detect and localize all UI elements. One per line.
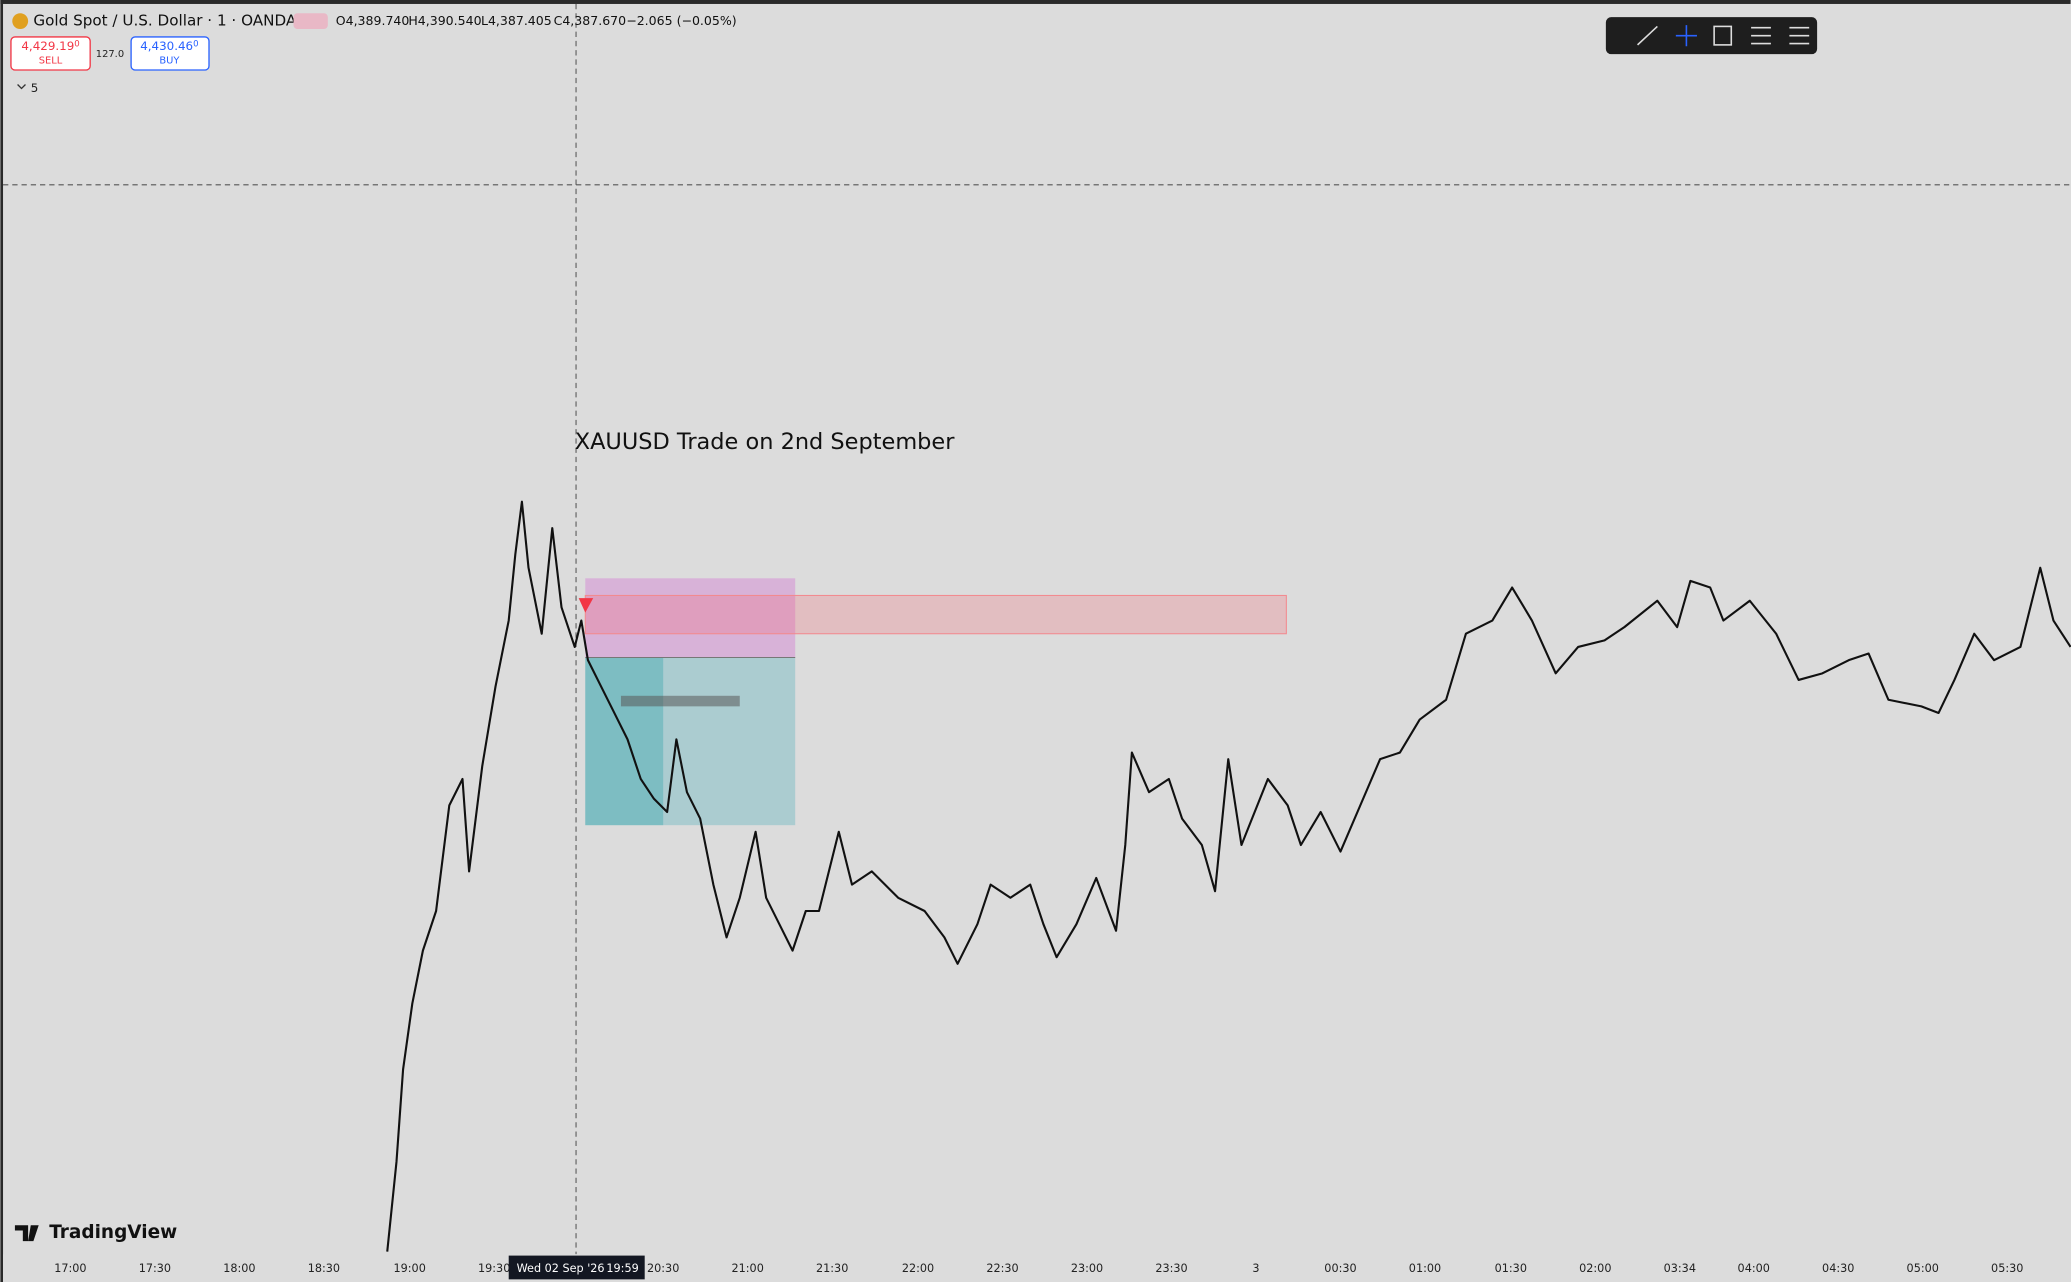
sell-label: SELL [39,56,63,67]
time-label: 01:30 [1495,1262,1527,1275]
time-label: 20:30 [647,1262,679,1275]
indicator-count[interactable]: 5 [31,81,39,95]
crosshair-tool[interactable] [1675,25,1697,47]
high: H4,390.540 [408,13,481,28]
time-label: 21:00 [732,1262,764,1275]
toolbar-icons [1637,25,1810,47]
ohlc: O4,389.740 H4,390.540 L4,387.405 C4,387.… [336,13,737,28]
time-label: 04:30 [1822,1262,1854,1275]
sell-price: 4,429.190 [21,39,79,53]
sell-marker [578,598,594,613]
time-axis [3,1254,2071,1282]
buy-price: 4,430.460 [140,39,198,53]
drawing-toolbar [1605,17,1818,55]
time-label: 02:00 [1579,1262,1611,1275]
buy-price-sup: 0 [193,39,198,49]
crosshair-time: 19:59 [606,1262,638,1275]
fib-tool[interactable] [1751,26,1771,45]
symbol-title[interactable]: Gold Spot / U.S. Dollar · 1 · OANDA [33,12,296,30]
time-label: 00:30 [1324,1262,1356,1275]
time-label: 05:30 [1991,1262,2023,1275]
symbol-icon [12,13,29,30]
time-axis-labels: 17:00 17:30 18:00 18:30 19:00 19:30 20:30 21:00… [54,1262,2023,1275]
time-label: 01:00 [1409,1262,1441,1275]
supply-zone[interactable] [584,594,1287,635]
buy-price-main: 4,430.46 [140,39,193,53]
time-label: 19:30 [478,1262,510,1275]
annotation[interactable]: XAUUSD Trade on 2nd September [575,429,956,455]
logo[interactable]: TradingView [49,1222,177,1243]
time-label: 3 [1252,1262,1259,1275]
time-label: 21:30 [816,1262,848,1275]
time-label: 22:00 [902,1262,934,1275]
time-label: 04:00 [1738,1262,1770,1275]
status-badge [293,13,328,30]
open: O4,389.740 [336,13,410,28]
time-label: 17:30 [139,1262,171,1275]
time-label: 22:30 [986,1262,1018,1275]
time-label: 18:00 [223,1262,255,1275]
marker-bar [620,695,740,707]
time-label: 19:00 [394,1262,426,1275]
indicator-toggle-icon[interactable] [17,84,26,90]
crosshair-time-badge [508,1255,645,1280]
price-trace [386,500,2071,1252]
buy-button[interactable] [130,36,210,71]
stop-zone[interactable] [585,578,796,658]
spread: 127.0 [96,49,124,60]
rectangle-tool[interactable] [1713,25,1733,46]
change: −2.065 (−0.05%) [626,13,736,28]
buy-label: BUY [159,56,180,67]
time-label: 23:00 [1071,1262,1103,1275]
time-label: 18:30 [308,1262,340,1275]
settings-tool[interactable] [1789,26,1810,45]
close: C4,387.670 [554,13,627,28]
logo-icon [14,1225,39,1242]
time-label: 05:00 [1907,1262,1939,1275]
sell-price-main: 4,429.19 [21,39,74,53]
low: L4,387.405 [481,13,552,28]
trendline-tool[interactable] [1637,25,1658,46]
sell-button[interactable] [10,36,91,71]
time-label: 23:30 [1155,1262,1187,1275]
crosshair-date: Wed 02 Sep '26 [517,1262,605,1275]
top-border [0,0,2071,4]
time-label: 17:00 [54,1262,86,1275]
left-border [0,0,4,1282]
time-label: 03:34 [1664,1262,1696,1275]
target-zone-filled [585,657,664,826]
sell-price-sup: 0 [74,39,79,49]
